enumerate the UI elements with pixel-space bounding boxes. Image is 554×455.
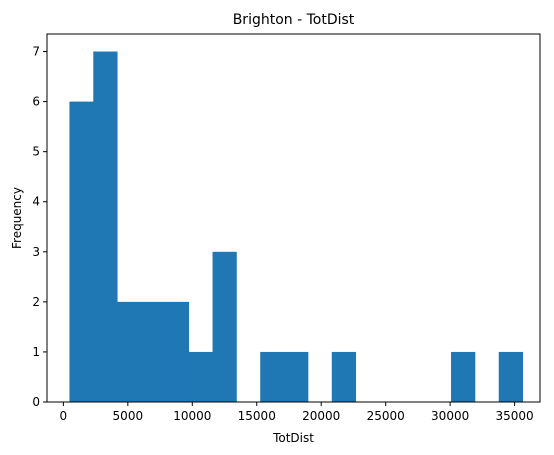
y-tick-label: 6 [32,95,40,109]
histogram-bar [140,301,166,402]
x-tick-label: 0 [60,409,68,423]
chart-title: Brighton - TotDist [233,12,355,28]
y-tick-label: 3 [32,245,40,259]
y-tick-label: 5 [32,145,40,159]
y-axis-label: Frequency [10,187,24,249]
histogram-bar [498,351,523,402]
y-tick-label: 2 [32,295,40,309]
x-tick-label: 25000 [367,409,405,423]
bars-group [69,51,523,403]
histogram-bar [212,251,237,402]
x-tick-label: 5000 [113,409,144,423]
histogram-bar [188,351,213,402]
histogram-bar [260,351,285,402]
plot-frame [46,33,541,403]
histogram-bar [117,301,142,402]
histogram-bar [451,351,476,402]
histogram-bar [93,51,118,403]
histogram-bar [331,351,357,402]
y-tick-label: 4 [32,195,40,209]
y-tick-label: 7 [32,45,40,59]
x-tick-label: 10000 [173,409,211,423]
y-tick-label: 0 [32,395,40,409]
x-tick-label: 20000 [302,409,340,423]
x-axis: 0 5000 10000 15000 20000 25000 30000 35000 [60,402,534,423]
histogram-bar [284,351,309,402]
y-tick-label: 1 [32,345,40,359]
histogram-bar [69,101,94,403]
x-tick-label: 30000 [431,409,469,423]
x-tick-label: 35000 [496,409,534,423]
x-tick-label: 15000 [238,409,276,423]
histogram-bar [164,301,190,402]
y-axis: 0 1 2 3 4 5 6 7 [32,45,47,409]
x-axis-label: TotDist [272,431,314,445]
